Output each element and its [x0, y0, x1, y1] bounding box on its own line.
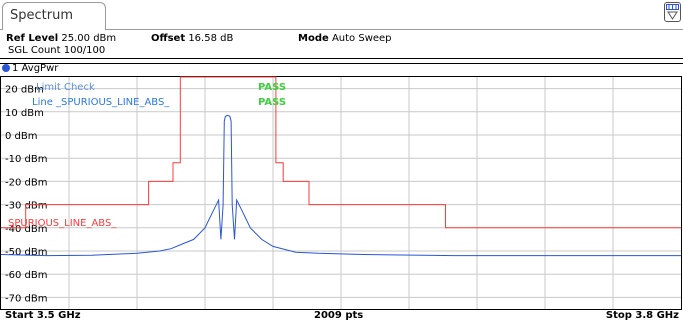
trace-label-text: 1 AvgPwr — [12, 63, 59, 74]
ref-level-readout: Ref Level 25.00 dBm — [6, 33, 116, 45]
tab-spectrum[interactable]: Spectrum — [2, 2, 106, 29]
limit-check-title-result: PASS — [258, 82, 286, 93]
y-tick-label: 10 dBm — [5, 108, 44, 119]
y-tick-label: -20 dBm — [5, 177, 47, 188]
limit-check-line-result: PASS — [258, 97, 286, 108]
trace-label: 1 AvgPwr — [2, 63, 58, 75]
limit-check-title: Limit Check — [36, 82, 95, 93]
trace-indicator-icon — [2, 64, 10, 72]
display-config-icon — [666, 4, 679, 20]
tab-spectrum-label: Spectrum — [10, 8, 73, 23]
ref-level-label: Ref Level — [6, 33, 59, 44]
sweep-points: 2009 pts — [314, 310, 364, 321]
start-frequency: Start 3.5 GHz — [5, 310, 81, 321]
mode-label: Mode — [298, 33, 329, 44]
tab-divider — [0, 29, 683, 30]
trace-1-line — [0, 114, 681, 257]
mode-readout: Mode Auto Sweep — [298, 33, 392, 45]
y-tick-label: -50 dBm — [5, 247, 47, 258]
tab-bar: Spectrum — [0, 0, 683, 30]
sgl-count: SGL Count 100/100 — [8, 45, 106, 56]
y-tick-label: 0 dBm — [5, 131, 38, 142]
limit-line-label: SPURIOUS_LINE_ABS_ — [8, 218, 117, 229]
offset-label: Offset — [151, 33, 186, 44]
y-tick-label: 20 dBm — [5, 85, 44, 96]
display-config-button[interactable] — [664, 2, 681, 22]
plot-frame — [0, 76, 682, 310]
y-tick-label: -60 dBm — [5, 270, 47, 281]
limit-check-line-label: Line _SPURIOUS_LINE_ABS_ — [32, 97, 170, 108]
y-tick-label: -70 dBm — [5, 293, 47, 304]
mode-value: Auto Sweep — [331, 33, 392, 44]
y-axis-ticks: 20 dBm 10 dBm 0 dBm -10 dBm -20 dBm -30 dBm -4… — [5, 85, 47, 305]
y-tick-label: -10 dBm — [5, 154, 47, 165]
offset-value: 16.58 dB — [188, 33, 234, 44]
ref-level-value: 25.00 dBm — [61, 33, 117, 44]
y-tick-label: -30 dBm — [5, 201, 47, 212]
plot-grid — [1, 77, 681, 309]
offset-readout: Offset 16.58 dB — [151, 33, 233, 45]
stop-frequency: Stop 3.8 GHz — [605, 310, 679, 321]
limit-line — [1, 76, 681, 229]
y-tick-label: -40 dBm — [5, 224, 47, 235]
